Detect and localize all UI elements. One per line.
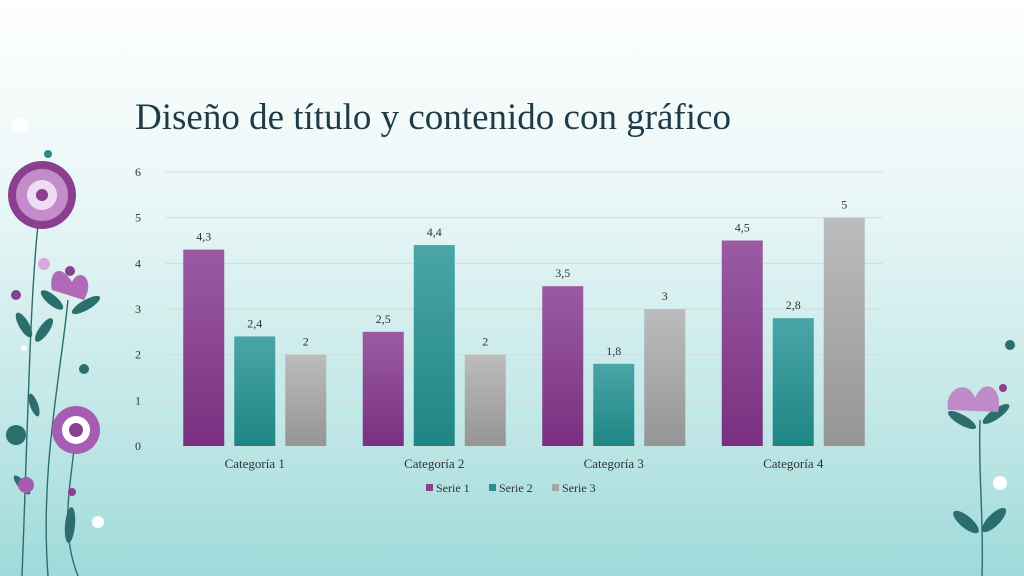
bar-serie-2-cat-3 (593, 363, 635, 446)
slide-title: Diseño de título y contenido con gráfico (135, 97, 731, 138)
bar-serie-1-cat-4 (721, 240, 763, 446)
data-label: 2,5 (376, 312, 391, 326)
bar-serie-3-cat-4 (823, 217, 865, 446)
stem-lines (21, 224, 79, 576)
data-label: 3,5 (555, 266, 570, 280)
small-bud-icons (6, 117, 104, 528)
legend-label: Serie 2 (499, 481, 533, 495)
category-label: Categoría 3 (584, 456, 644, 471)
large-flower-icon (8, 161, 76, 229)
y-tick-label: 4 (135, 256, 141, 270)
bars (183, 217, 865, 446)
y-tick-label: 5 (135, 211, 141, 225)
legend-swatch (552, 484, 559, 491)
tulip-flower-icon (51, 270, 89, 300)
y-tick-label: 6 (135, 165, 141, 179)
data-label: 4,3 (196, 230, 211, 244)
data-label: 4,5 (735, 221, 750, 235)
y-tick-label: 0 (135, 439, 141, 453)
legend-label: Serie 1 (436, 481, 470, 495)
data-label: 2,8 (786, 298, 801, 312)
legend-label: Serie 3 (562, 481, 596, 495)
data-label: 2 (482, 335, 488, 349)
y-tick-label: 2 (135, 348, 141, 362)
bar-serie-1-cat-3 (542, 286, 584, 446)
flower-decoration-left (6, 117, 104, 576)
bar-serie-1-cat-1 (183, 249, 225, 446)
data-label: 3 (662, 289, 668, 303)
data-labels: 4,3 2,4 2 2,5 4,4 2 3,5 1,8 3 4,5 2,8 5 (196, 198, 847, 358)
y-tick-label: 1 (135, 393, 141, 407)
bar-serie-2-cat-1 (234, 336, 276, 446)
data-label: 1,8 (606, 344, 621, 358)
bar-serie-1-cat-2 (362, 331, 404, 446)
legend-swatch (489, 484, 496, 491)
bar-serie-2-cat-2 (413, 245, 455, 446)
round-flower-icon (52, 406, 100, 454)
y-axis-ticks: 0 1 2 3 4 5 6 (135, 165, 141, 453)
data-label: 2 (303, 335, 309, 349)
bar-serie-3-cat-1 (285, 354, 327, 446)
category-label: Categoría 2 (404, 456, 464, 471)
legend: Serie 1 Serie 2 Serie 3 (426, 481, 596, 495)
gridlines (165, 171, 883, 447)
y-tick-label: 3 (135, 302, 141, 316)
data-label: 2,4 (247, 316, 262, 330)
category-label: Categoría 4 (763, 456, 824, 471)
bar-serie-3-cat-3 (644, 309, 686, 446)
bar-serie-2-cat-4 (772, 318, 814, 446)
bar-serie-3-cat-2 (464, 354, 506, 446)
legend-swatch (426, 484, 433, 491)
category-label: Categoría 1 (225, 456, 285, 471)
data-label: 4,4 (427, 225, 442, 239)
category-labels: Categoría 1 Categoría 2 Categoría 3 Categor… (225, 456, 824, 471)
data-label: 5 (841, 198, 847, 212)
